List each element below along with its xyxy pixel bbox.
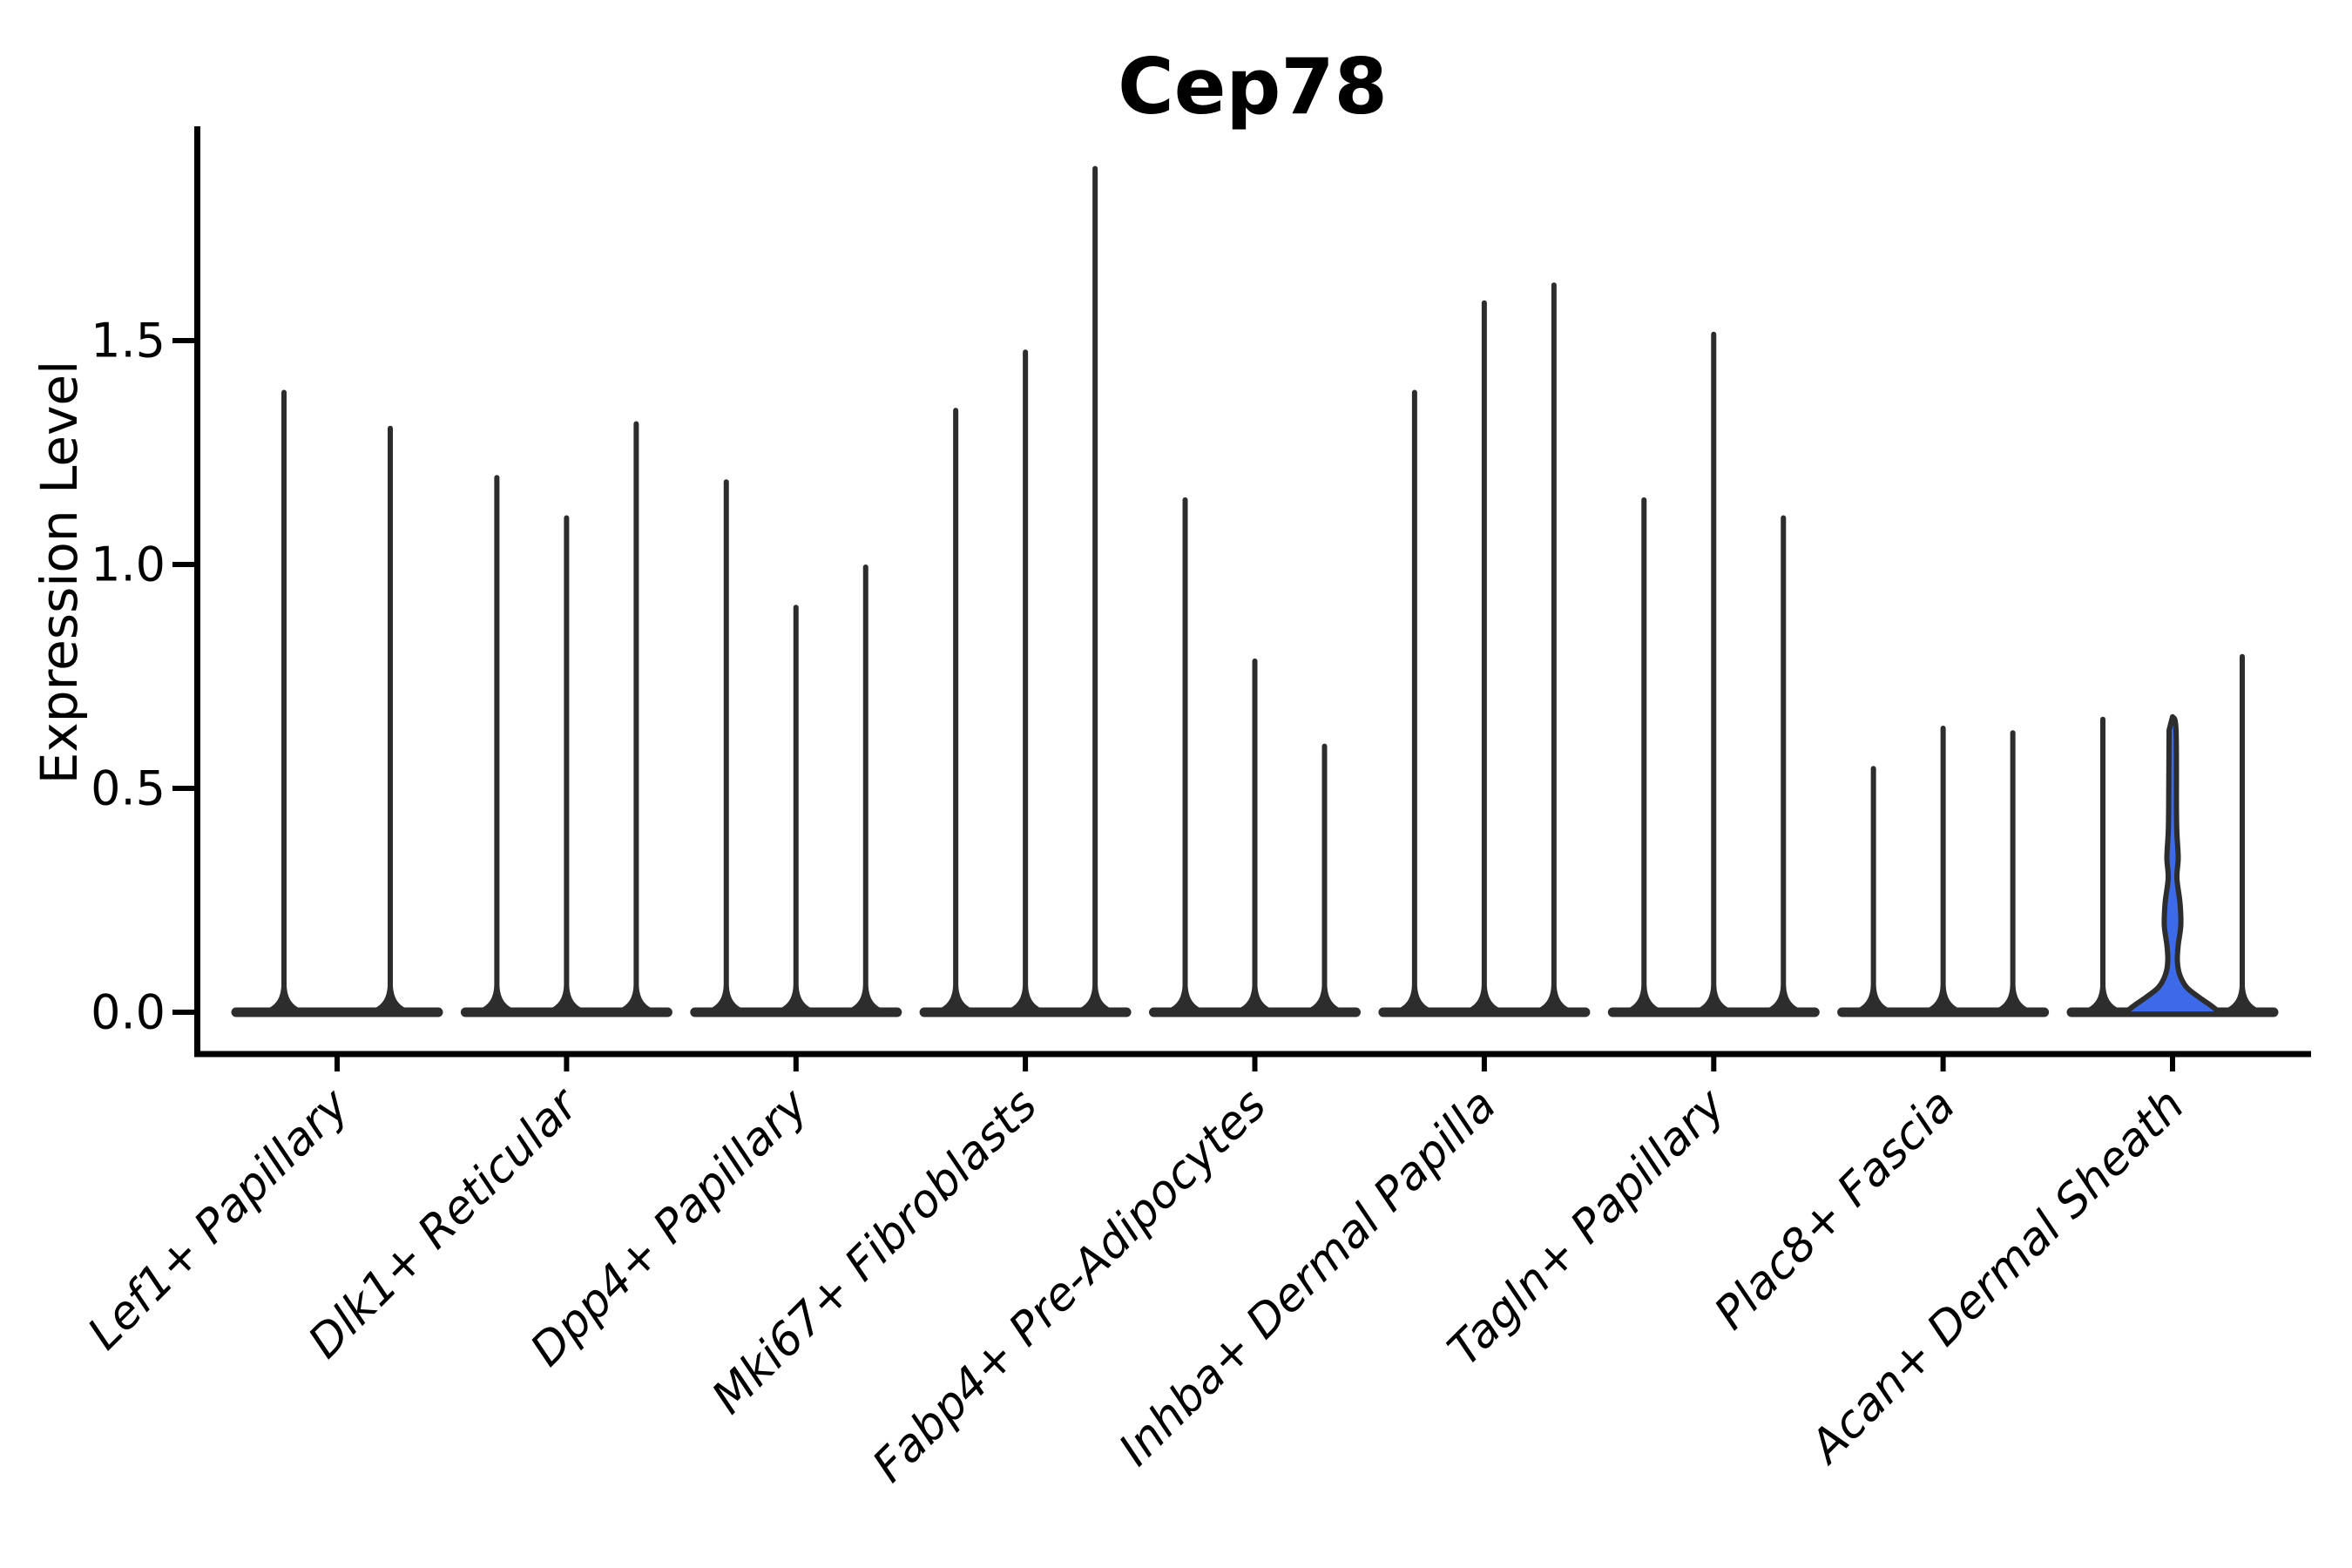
violin-spike-foot [1071, 986, 1119, 1011]
violin-group-9 [2066, 653, 2279, 1017]
y-tick-label-0-0: 0.0 [91, 985, 166, 1040]
violin-spike-foot [841, 986, 889, 1011]
violins-layer [231, 166, 2279, 1017]
violin-group-3 [690, 479, 902, 1017]
x-tick-label-plac8-fascia: Plac8+ Fascia [1705, 1079, 1965, 1340]
violin-spike-foot [1390, 986, 1438, 1011]
y-tick-label-1-0: 1.0 [91, 537, 166, 592]
y-axis-label: Expression Level [30, 361, 89, 784]
violin-group-8 [1837, 726, 2050, 1017]
x-tick-label-inhba-dermal-papilla: Inhba+ Dermal Papilla [1109, 1079, 1506, 1477]
violin-spike-foot [2079, 986, 2126, 1011]
violin-spike-foot [1849, 986, 1897, 1011]
violin-group-6 [1378, 282, 1591, 1017]
violin-spike-foot [2219, 986, 2266, 1011]
violin-spike-foot [932, 986, 980, 1011]
violin-spike-foot [1161, 986, 1209, 1011]
violin-spike-foot [1620, 986, 1668, 1011]
violin-spike-foot [1002, 986, 1050, 1011]
violin-group-4 [919, 166, 1132, 1017]
ticks-layer [172, 338, 2175, 1071]
violin-body-filled [2117, 713, 2228, 1017]
violin-spike-foot [1301, 986, 1348, 1011]
violin-group-2 [460, 421, 672, 1017]
violin-spike-foot [367, 986, 414, 1011]
x-tick-label-acan-dermal-sheath: Acan+ Dermal Sheath [1799, 1079, 2194, 1475]
violin-group-5 [1149, 497, 1361, 1017]
violin-spike-foot [1460, 986, 1508, 1011]
y-tick-label-1-5: 1.5 [91, 314, 166, 368]
chart-title: Cep78 [1118, 42, 1388, 132]
violin-spike-foot [702, 986, 750, 1011]
violin-spike-foot [1690, 986, 1738, 1011]
violin-spike-foot [1231, 986, 1279, 1011]
violin-group-1 [231, 389, 443, 1017]
x-tick-label-fabp4-pre-adipocytes: Fabp4+ Pre-Adipocytes [863, 1079, 1277, 1493]
violin-spike-foot [543, 986, 591, 1011]
violin-spike-foot [473, 986, 521, 1011]
y-tick-labels: 1.5 1.0 0.5 0.0 [91, 314, 166, 1040]
violin-spike-foot [1530, 986, 1578, 1011]
violin-spike-foot [1989, 986, 2037, 1011]
violin-spike-foot [1919, 986, 1967, 1011]
violin-group-7 [1607, 331, 1820, 1017]
x-tick-labels: Lef1+ Papillary Dlk1+ Reticular Dpp4+ Pa… [78, 1077, 2194, 1492]
violin-spike-foot [1760, 986, 1808, 1011]
violin-spike-foot [612, 986, 660, 1011]
y-tick-label-0-5: 0.5 [91, 761, 166, 816]
violin-spike-foot [772, 986, 820, 1011]
violin-spike-foot [260, 986, 308, 1011]
